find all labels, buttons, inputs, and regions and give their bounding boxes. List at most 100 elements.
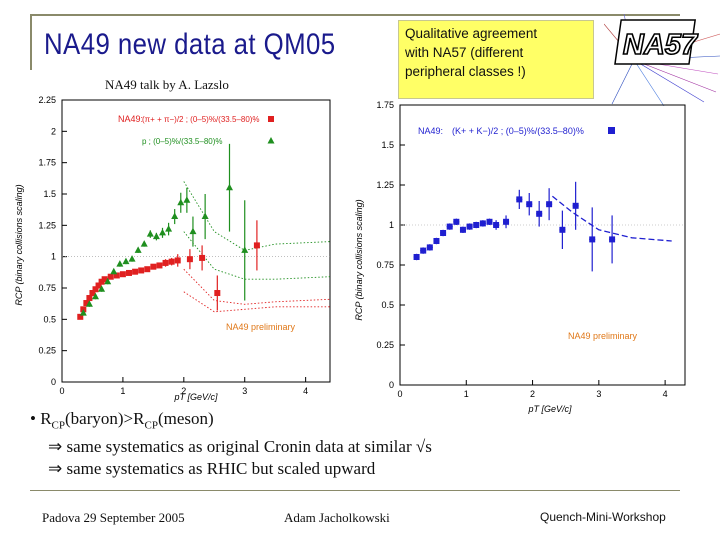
y-tick-label: 1.5	[43, 189, 56, 199]
data-point-protons	[152, 232, 160, 240]
x-axis-label: pT [GeV/c]	[173, 392, 218, 402]
bullet-cronin: ⇒ same systematics as original Cronin da…	[48, 437, 432, 457]
data-point-pions	[144, 266, 151, 273]
plot-frame	[61, 99, 331, 383]
legend-marker-protons	[267, 137, 275, 144]
systematic-band	[551, 195, 672, 242]
logo-frame	[614, 19, 697, 65]
y-tick-label: 2	[51, 126, 56, 136]
systematic-band	[183, 268, 331, 305]
data-point-kaons	[609, 236, 616, 243]
data-point-protons	[146, 230, 154, 237]
data-point-protons	[79, 309, 87, 316]
data-point-pions	[214, 290, 221, 297]
callout-line: with NA57 (different	[405, 45, 524, 60]
data-point-kaons	[426, 244, 433, 251]
data-point-protons	[104, 277, 112, 285]
y-tick-label: 2.25	[38, 95, 56, 105]
left-chart: 0 0.25 0.5 0.75 1 1.25 1.5 1.75 2 2.25 0 1 2 3 4 pT [Ge…	[14, 95, 331, 402]
footer-workshop: Quench-Mini-Workshop	[540, 510, 666, 524]
data-point-protons	[134, 246, 142, 253]
legend-entry-protons: p ; (0–5)%/(33.5–80)%	[142, 137, 223, 146]
data-point-pions	[77, 313, 84, 320]
x-tick-label: 1	[120, 386, 125, 396]
data-point-kaons	[526, 201, 533, 208]
slide-subtitle: NA49 talk by A. Lazslo	[105, 77, 229, 92]
data-point-kaons	[503, 218, 510, 225]
x-tick-label: 0	[397, 389, 402, 399]
slide-title: NA49 new data at QM05	[44, 28, 336, 61]
x-axis-label: pT [GeV/c]	[527, 404, 572, 414]
footer-author: Adam Jacholkowski	[284, 510, 390, 525]
data-point-pions	[113, 272, 120, 279]
data-point-protons	[183, 196, 191, 203]
data-point-kaons	[572, 202, 579, 209]
y-tick-label: 0.25	[38, 346, 56, 356]
data-point-protons	[92, 292, 99, 300]
y-tick-label: 0.5	[381, 300, 394, 310]
footer-rule	[30, 490, 680, 491]
data-point-protons	[226, 183, 233, 191]
data-point-protons	[189, 227, 197, 235]
data-point-protons	[241, 246, 249, 253]
data-point-pions	[119, 271, 126, 278]
y-tick-label: 1.25	[376, 180, 394, 190]
data-point-kaons	[433, 238, 440, 244]
logo-text: NA57	[623, 29, 699, 61]
data-point-kaons	[589, 236, 596, 243]
data-point-kaons	[413, 254, 420, 260]
x-tick-label: 1	[464, 389, 469, 399]
data-point-kaons	[516, 196, 523, 203]
y-tick-label: 0.75	[376, 260, 394, 270]
callout-box: Qualitative agreement with NA57 (differe…	[398, 20, 594, 99]
y-axis-label: RCP (binary collisions scaling)	[354, 199, 364, 320]
data-point-pions	[92, 286, 99, 293]
header-rule	[30, 14, 680, 16]
right-chart: 0 0.25 0.5 0.75 1 1.25 1.5 1.75 0 1 2 3 4 pT [GeV/c] R…	[354, 100, 686, 414]
y-tick-label: 1.75	[38, 158, 56, 168]
y-tick-label: 0.5	[43, 314, 56, 324]
data-point-pions	[89, 290, 96, 297]
x-tick-label: 4	[303, 386, 308, 396]
legend-entry-pions: (π+ + π−)/2 ; (0–5)%/(33.5–80)%	[142, 115, 260, 124]
y-tick-label: 1	[51, 252, 56, 262]
y-axis-label: RCP (binary collisions scaling)	[14, 184, 24, 305]
data-point-pions	[150, 263, 157, 270]
y-tick-label: 1	[389, 220, 394, 230]
data-point-pions	[186, 256, 193, 263]
data-point-kaons	[473, 222, 480, 228]
callout-line: peripheral classes !)	[405, 64, 526, 79]
data-point-pions	[199, 254, 206, 261]
data-point-protons	[201, 212, 209, 220]
x-tick-label: 2	[530, 389, 535, 399]
legend-entry-kaons: (K+ + K−)/2 ; (0–5)%/(33.5–80)%	[452, 126, 584, 136]
data-point-kaons	[459, 226, 466, 233]
data-point-kaons	[446, 223, 453, 230]
y-tick-label: 1.75	[376, 100, 394, 110]
data-point-protons	[116, 260, 124, 267]
data-point-kaons	[440, 230, 447, 236]
data-point-protons	[85, 300, 93, 307]
na57-logo: NA57	[604, 14, 720, 106]
data-point-pions	[95, 282, 102, 289]
x-tick-label: 2	[181, 386, 186, 396]
y-tick-label: 1.5	[381, 140, 394, 150]
data-point-protons	[128, 255, 136, 262]
data-point-protons	[165, 225, 173, 232]
data-point-pions	[168, 258, 175, 265]
footer-date: Padova 29 September 2005	[42, 510, 185, 525]
y-tick-label: 0	[51, 377, 56, 387]
data-point-protons	[122, 257, 130, 265]
data-point-kaons	[479, 220, 486, 227]
data-point-pions	[253, 242, 260, 249]
y-tick-label: 0.75	[38, 283, 56, 293]
preliminary-label: NA49 preliminary	[226, 322, 296, 332]
data-point-protons	[171, 212, 179, 220]
bullet-rhic: ⇒ same systematics as RHIC but scaled up…	[48, 459, 376, 479]
data-point-kaons	[536, 210, 543, 217]
data-point-kaons	[546, 201, 553, 208]
data-point-protons	[98, 285, 106, 292]
callout-line: Qualitative agreement	[405, 26, 538, 41]
legend-collab: NA49:	[418, 126, 443, 136]
y-tick-label: 0	[389, 380, 394, 390]
